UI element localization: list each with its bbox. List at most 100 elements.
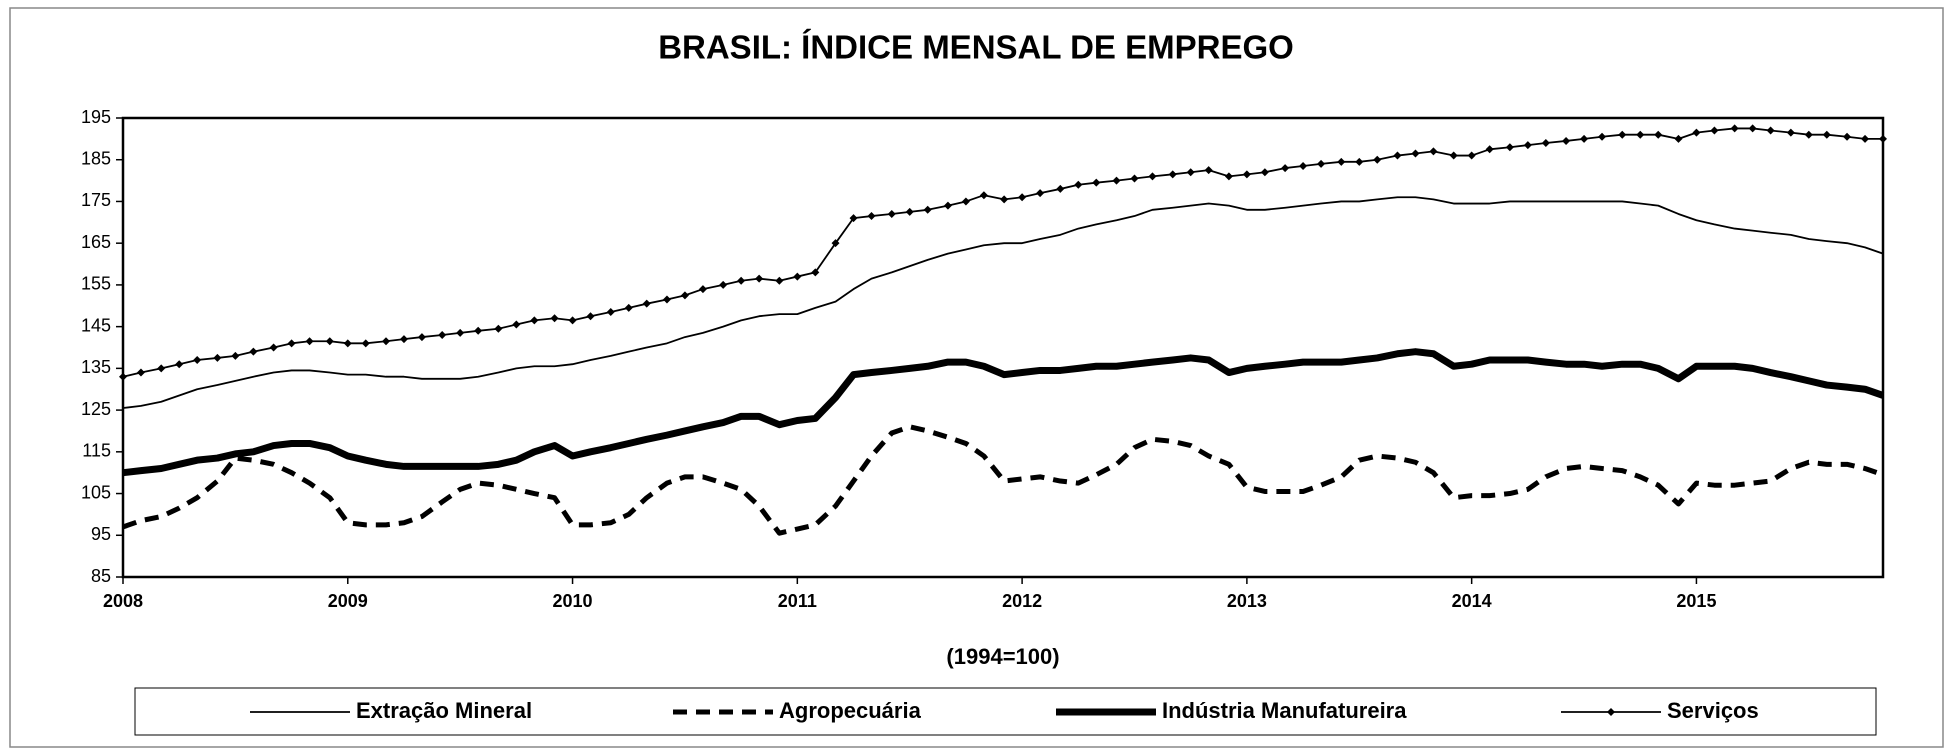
series-marker xyxy=(1748,124,1757,133)
series-marker xyxy=(1674,134,1683,143)
series-marker xyxy=(1000,195,1009,204)
series-marker xyxy=(1168,170,1177,179)
series-marker xyxy=(1204,166,1213,175)
series-marker xyxy=(961,197,970,206)
y-tick-label: 105 xyxy=(81,482,111,502)
series-marker xyxy=(1393,151,1402,160)
series-line xyxy=(122,348,1885,477)
series-marker xyxy=(719,280,728,289)
series-marker xyxy=(1618,130,1627,139)
series-marker xyxy=(399,335,408,344)
y-tick-label: 155 xyxy=(81,274,111,294)
series-marker xyxy=(494,324,503,333)
series-marker xyxy=(755,274,764,283)
series-marker xyxy=(698,285,707,294)
legend-box xyxy=(134,687,1877,736)
series-marker xyxy=(1130,174,1139,183)
series-marker xyxy=(1580,134,1589,143)
legend-label: Indústria Manufatureira xyxy=(1162,698,1407,723)
series-marker xyxy=(512,320,521,329)
series-marker xyxy=(737,276,746,285)
legend-label: Agropecuária xyxy=(779,698,922,723)
series-marker xyxy=(1018,193,1027,202)
series-marker xyxy=(1636,130,1645,139)
y-tick-label: 185 xyxy=(81,148,111,168)
series-marker xyxy=(943,201,952,210)
series-marker xyxy=(1804,130,1813,139)
series-marker xyxy=(1467,151,1476,160)
series-marker xyxy=(417,333,426,342)
series-marker xyxy=(343,339,352,348)
legend-marker xyxy=(1607,708,1615,716)
series-marker xyxy=(1224,172,1233,181)
series-marker xyxy=(867,212,876,221)
y-tick-label: 95 xyxy=(91,524,111,544)
series-marker xyxy=(1843,132,1852,141)
series-marker xyxy=(1879,134,1887,143)
series-marker xyxy=(1523,141,1532,150)
series-marker xyxy=(1186,168,1195,177)
series-marker xyxy=(136,368,145,377)
x-tick-label: 2015 xyxy=(1676,591,1716,611)
series-marker xyxy=(811,268,820,277)
series-marker xyxy=(474,326,483,335)
series-marker xyxy=(213,353,222,362)
series-marker xyxy=(1411,149,1420,158)
series-marker xyxy=(1112,176,1121,185)
series-marker xyxy=(361,339,370,348)
series-marker xyxy=(1337,157,1346,166)
series-marker xyxy=(1654,130,1663,139)
y-tick-label: 135 xyxy=(81,357,111,377)
x-tick-label: 2011 xyxy=(778,591,817,611)
series-marker xyxy=(775,276,784,285)
series-marker xyxy=(157,364,166,373)
series-marker xyxy=(1861,134,1870,143)
series-marker xyxy=(175,360,184,369)
series-marker xyxy=(1281,164,1290,173)
legend-label: Extração Mineral xyxy=(356,698,532,723)
series-marker xyxy=(568,316,577,325)
series-marker xyxy=(1036,189,1045,198)
series-marker xyxy=(1056,184,1065,193)
x-tick-label: 2009 xyxy=(328,591,368,611)
series-marker xyxy=(249,347,258,356)
chart-frame xyxy=(9,7,1944,748)
series-marker xyxy=(979,191,988,200)
series-marker xyxy=(680,291,689,300)
series-marker xyxy=(1485,145,1494,154)
series-marker xyxy=(642,299,651,308)
series-line xyxy=(122,424,1884,536)
series-marker xyxy=(287,339,296,348)
series-marker xyxy=(1092,178,1101,187)
chart-title: BRASIL: ÍNDICE MENSAL DE EMPREGO xyxy=(658,29,1294,66)
series-marker xyxy=(1710,126,1719,135)
series-marker xyxy=(1260,168,1269,177)
series-marker xyxy=(586,312,595,321)
series-marker xyxy=(305,337,314,346)
y-tick-label: 125 xyxy=(81,399,111,419)
series-marker xyxy=(624,303,633,312)
series-marker xyxy=(905,207,914,216)
series-marker xyxy=(231,351,240,360)
series-marker xyxy=(887,209,896,218)
series-marker xyxy=(923,205,932,214)
series-marker xyxy=(381,337,390,346)
series-marker xyxy=(193,356,202,365)
y-tick-label: 175 xyxy=(81,190,111,210)
series-marker xyxy=(1449,151,1458,160)
series-marker xyxy=(1505,143,1514,152)
series-marker xyxy=(550,314,559,323)
series-marker xyxy=(269,343,278,352)
plot-area xyxy=(121,116,1885,579)
series-marker xyxy=(831,239,840,248)
series-marker xyxy=(1373,155,1382,164)
series-marker xyxy=(1429,147,1438,156)
series-marker xyxy=(662,295,671,304)
x-tick-label: 2013 xyxy=(1227,591,1267,611)
legend-label: Serviços xyxy=(1667,698,1759,723)
series-marker xyxy=(1148,172,1157,181)
y-tick-label: 165 xyxy=(81,232,111,252)
series-marker xyxy=(1766,126,1775,135)
series-marker xyxy=(1730,124,1739,133)
